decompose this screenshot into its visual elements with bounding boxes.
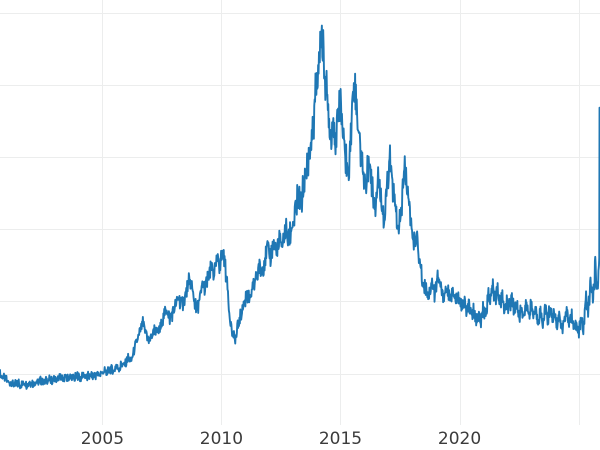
horizontal-gridlines <box>0 12 600 376</box>
vertical-gridlines <box>101 0 581 425</box>
series-line-price <box>0 24 600 390</box>
